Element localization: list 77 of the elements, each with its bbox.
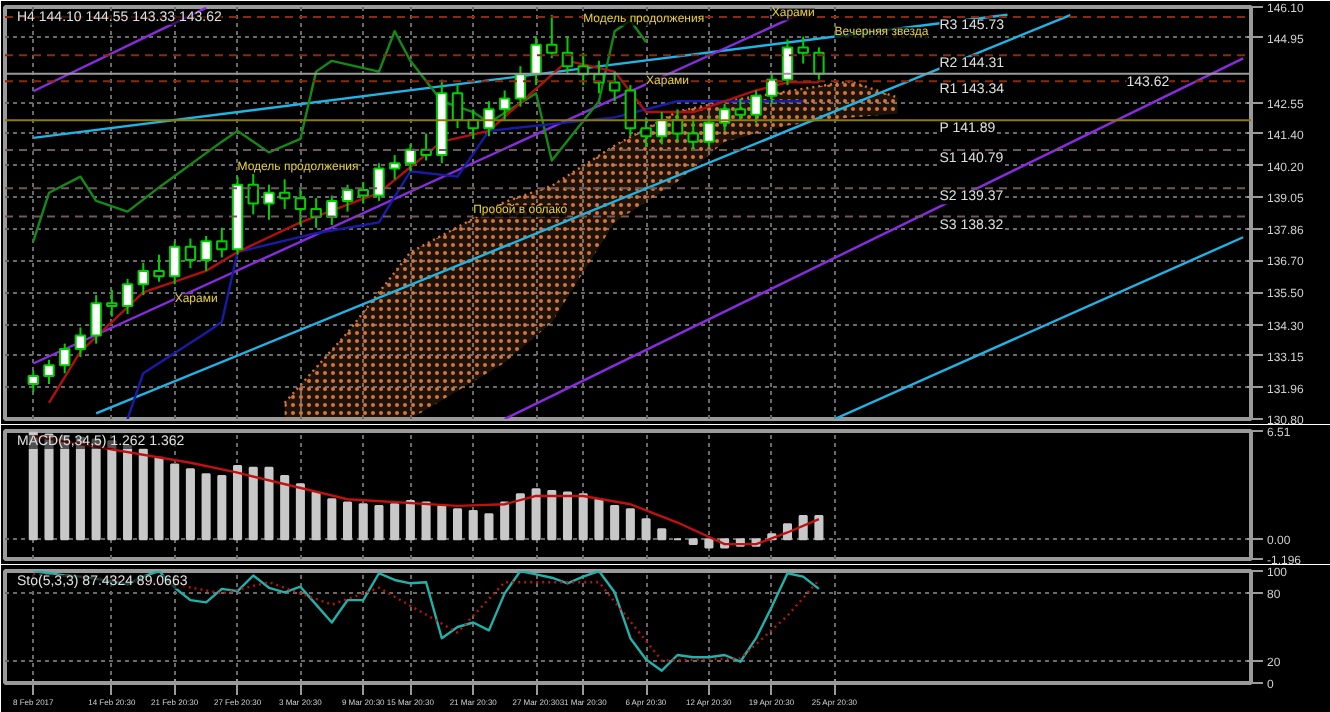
candlestick [357,181,369,205]
candlestick [703,116,715,149]
bar [468,509,478,541]
candlestick [750,89,762,124]
candlestick [58,342,71,375]
candlestick [278,178,291,210]
candlestick [106,288,118,318]
bar [421,501,431,541]
candlestick [310,197,322,229]
bar [610,504,620,541]
bar [625,508,635,541]
bar [185,468,195,541]
candlestick [734,97,747,122]
candlestick [813,46,825,81]
candlestick [294,186,307,227]
candlestick [687,119,699,151]
bar [657,528,667,541]
candlestick [483,100,495,138]
bar [233,465,243,541]
bar [484,513,494,541]
line-series [126,100,805,419]
bar [264,466,274,541]
bar [327,498,337,541]
bar [358,503,368,541]
bar [201,473,211,541]
bar [280,475,290,541]
candlestick [74,326,87,359]
candlestick [326,194,338,227]
bar [311,491,321,541]
candlestick [624,84,637,138]
candlestick [404,143,417,173]
bar [437,504,447,541]
bar [390,503,400,541]
candlestick [498,89,511,122]
candlestick [388,154,401,181]
candlestick [168,240,181,286]
bar [248,466,258,541]
candlestick [546,14,558,60]
bar [138,448,148,541]
bar [170,463,180,541]
bar [594,498,604,541]
bar [374,504,384,541]
bar [562,491,573,541]
candlestick [608,70,621,103]
candlestick [341,183,354,213]
bar [452,508,463,541]
candlestick [640,116,652,149]
candlestick [373,162,385,202]
candlestick [184,237,197,270]
candlestick [121,277,134,315]
candlestick [216,226,228,259]
candlestick [43,358,55,385]
bar [405,499,415,541]
candlestick [797,35,809,65]
bar [688,538,698,546]
bar [641,518,651,541]
candlestick [451,84,464,130]
candlestick [200,234,212,272]
candlestick [90,294,102,345]
bar [500,501,510,541]
bar [704,538,714,549]
bar [814,514,824,541]
candlestick [153,253,165,283]
bar [217,475,227,541]
bar [295,483,305,541]
bar [578,493,588,541]
bar [531,488,541,541]
bar [154,456,164,541]
candlestick [263,183,275,221]
bar [515,493,525,541]
bar [343,501,353,541]
candlestick [766,73,778,105]
candlestick [27,369,39,394]
candlestick [530,35,542,87]
bar [547,489,557,541]
bar [123,445,133,541]
candlestick [137,261,149,297]
